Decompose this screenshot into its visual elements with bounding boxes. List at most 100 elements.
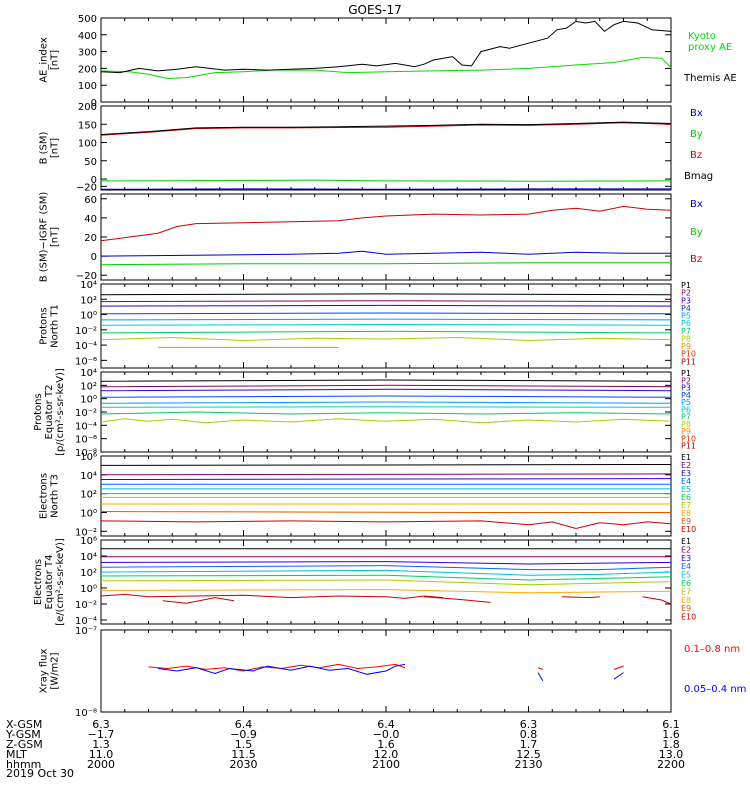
series-line-e10 <box>561 596 600 599</box>
x-row-value: 6.1 <box>662 718 680 731</box>
x-row-value: 2200 <box>657 758 685 771</box>
panel-8: 10⁻⁸ 10⁻⁷ Xray flux [W/m2] 0.1–0.8 nm 0.05–0.… <box>39 626 747 719</box>
legend-entry: P8 <box>681 420 691 429</box>
legend-entry: E2 <box>681 461 691 470</box>
legend-entry: E5 <box>681 571 691 580</box>
y-axis-title: Electrons <box>39 473 50 519</box>
x-row-value: 6.3 <box>520 718 538 731</box>
x-row-value: −1.7 <box>88 728 115 741</box>
legend-entry: P11 <box>681 442 696 451</box>
y-tick-label: 10² <box>80 568 97 579</box>
plot-title: GOES-17 <box>348 3 402 17</box>
series-line-bz <box>100 122 672 136</box>
legend-entry: Kyoto <box>688 31 716 42</box>
y-tick-label: 60 <box>84 195 97 206</box>
panel-frame <box>100 539 672 625</box>
y-tick-label: 10⁻⁴ <box>75 421 97 432</box>
y-tick-label: 10⁻² <box>75 408 97 419</box>
series-line-p2 <box>100 384 672 388</box>
y-tick-label: 10⁻⁸ <box>75 708 97 719</box>
legend-entry: P10 <box>681 434 696 443</box>
series-line-bx <box>100 250 671 257</box>
legend-entry: P2 <box>681 376 691 385</box>
legend-entry: 0.05–0.4 nm <box>684 684 746 695</box>
y-tick-label: 10² <box>80 490 97 501</box>
legend-entry: P6 <box>681 319 691 328</box>
panel-frame <box>100 455 672 537</box>
y-tick-label: 20 <box>84 233 97 244</box>
x-row-label: Z-GSM <box>6 738 43 751</box>
legend-entry: E7 <box>681 501 691 510</box>
series-line-0-05-0-4-nm <box>537 672 544 682</box>
y-tick-label: 10⁴ <box>80 280 97 291</box>
y-axis-title: [nT] <box>50 227 61 247</box>
y-tick-label: 0 <box>91 175 97 186</box>
legend-entry: E3 <box>681 469 691 478</box>
series-line-e8 <box>100 589 672 594</box>
series-line-p2 <box>100 300 672 303</box>
y-tick-label: 10² <box>80 381 97 392</box>
panel-5: 10⁻⁸ 10⁻⁶ 10⁻⁴ 10⁻² 10⁰ 10² 10⁴ Protons Equator … <box>33 368 696 459</box>
series-line-p5 <box>100 318 672 321</box>
series-line-p4 <box>100 395 672 398</box>
x-row-value: 13.0 <box>659 748 684 761</box>
y-tick-label: 10² <box>80 295 97 306</box>
y-tick-label: 200 <box>78 102 97 113</box>
series-line-e3 <box>100 478 672 480</box>
legend-entry: E7 <box>681 587 691 596</box>
legend-entry: P10 <box>681 350 696 359</box>
legend-entry: proxy AE <box>688 42 732 53</box>
x-row-value: 1.6 <box>662 728 680 741</box>
y-tick-label: 10⁴ <box>80 471 97 482</box>
series-line-by <box>100 262 671 266</box>
legend-entry: E9 <box>681 517 691 526</box>
legend-entry: E3 <box>681 554 691 563</box>
series-line-0-1-0-8-nm <box>537 667 543 670</box>
series-line-e6 <box>100 574 672 581</box>
y-axis-title: Equator T2 <box>44 385 55 440</box>
series-line-p6 <box>100 406 672 408</box>
panel-3: −20 0 20 40 60 B (SM)−IGRF (SM) [nT] Bx By Bz <box>39 192 703 283</box>
y-tick-label: 10⁻⁶ <box>75 356 97 367</box>
y-axis-title: Electrons <box>33 559 44 605</box>
series-line-e5 <box>100 569 672 576</box>
series-line-e10 <box>642 596 672 605</box>
legend-entry: E1 <box>681 453 691 462</box>
x-axis-table: 2019 Oct 30 X-GSM 6.3 6.4 6.4 6.3 6.1 Y-GSM −1.… <box>5 718 685 780</box>
series-line-e9 <box>100 511 671 513</box>
legend-entry: P1 <box>681 281 691 290</box>
date-label: 2019 Oct 30 <box>6 767 74 780</box>
y-axis-title: [nT] <box>50 50 61 70</box>
y-axis-title: Protons <box>39 307 50 344</box>
series-line-e10 <box>162 597 235 604</box>
legend-entry: P3 <box>681 296 691 305</box>
legend-entry: P7 <box>681 413 691 422</box>
y-axis-title: B (SM) <box>39 131 50 164</box>
x-row-value: 1.8 <box>662 738 680 751</box>
panel-4: 10⁻⁶ 10⁻⁴ 10⁻² 10⁰ 10² 10⁴ Protons North T1 P1P2… <box>39 280 696 369</box>
y-tick-label: 50 <box>84 157 97 168</box>
legend-entry: By <box>690 227 703 238</box>
series-line-p8 <box>100 336 672 342</box>
y-tick-label: 10⁻² <box>75 600 97 611</box>
x-row-value: 11.0 <box>89 748 114 761</box>
series-line-bmag <box>100 121 672 135</box>
y-tick-label: 10⁰ <box>80 508 97 519</box>
series-line-kyoto-proxy-ae <box>100 56 672 80</box>
legend-entry: P2 <box>681 289 691 298</box>
y-axis-title: North T1 <box>50 304 61 348</box>
y-axis-title: [p/(cm²-s-sr-keV)] <box>55 368 66 456</box>
legend-entry: P11 <box>681 357 696 366</box>
legend-entry: Bz <box>690 150 702 161</box>
series-line-p1 <box>100 293 672 296</box>
legend-entry: P4 <box>681 391 691 400</box>
x-row-value: 6.4 <box>235 718 253 731</box>
legend-entry: P3 <box>681 384 691 393</box>
legend-entry: P5 <box>681 312 691 321</box>
legend-entry: E4 <box>681 562 691 571</box>
series-line-bz <box>100 205 672 242</box>
legend-entry: E5 <box>681 485 691 494</box>
y-axis-title: Protons <box>33 393 44 430</box>
series-line-0-05-0-4-nm <box>157 663 406 675</box>
legend-entry: Themis AE <box>683 73 737 84</box>
